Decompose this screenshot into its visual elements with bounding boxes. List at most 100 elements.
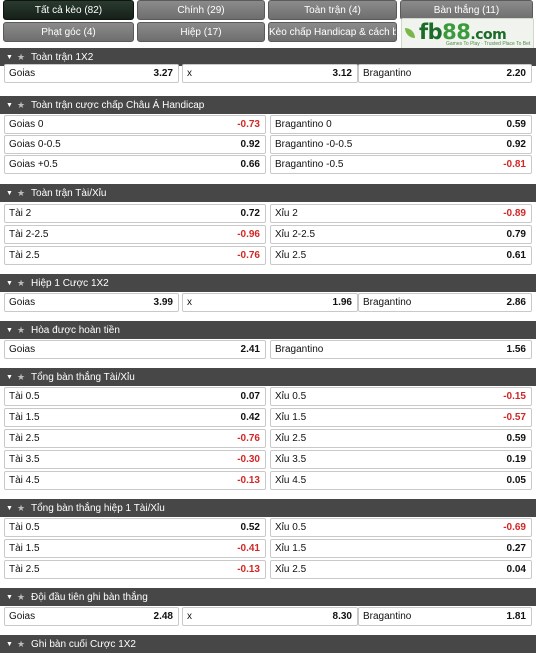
odds-value: 1.81 bbox=[506, 611, 526, 622]
odds-cell[interactable]: Bragantino 1.81 bbox=[358, 607, 532, 626]
odds-cell[interactable]: Xỉu 2-2.5 0.79 bbox=[270, 225, 532, 244]
odds-cell[interactable]: Tài 4.5 -0.13 bbox=[4, 471, 266, 490]
selection-label: Goias bbox=[9, 344, 36, 355]
star-icon[interactable]: ★ bbox=[16, 592, 26, 602]
market-header[interactable]: ▼ ★ Hòa được hoàn tiền bbox=[0, 321, 536, 339]
odds-value: 3.99 bbox=[153, 297, 173, 308]
chevron-down-icon[interactable]: ▼ bbox=[6, 505, 13, 512]
odds-cell[interactable]: Xỉu 2 -0.89 bbox=[270, 204, 532, 223]
chevron-down-icon[interactable]: ▼ bbox=[6, 374, 13, 381]
chevron-down-icon[interactable]: ▼ bbox=[6, 641, 13, 648]
odds-cell[interactable]: Tài 0.5 0.52 bbox=[4, 518, 266, 537]
odds-cell[interactable]: Xỉu 2.5 0.04 bbox=[270, 560, 532, 579]
odds-cell[interactable]: Goias 2.48 bbox=[4, 607, 179, 626]
odds-value: -0.96 bbox=[237, 229, 260, 240]
odds-row: Goias +0.5 0.66 Bragantino -0.5 -0.81 bbox=[4, 155, 532, 174]
market-header[interactable]: ▼ ★ Toàn trận cược chấp Châu Á Handicap bbox=[0, 96, 536, 114]
tab-main[interactable]: Chính (29) bbox=[137, 0, 265, 20]
market-header[interactable]: ▼ ★ Đội đầu tiên ghi bàn thắng bbox=[0, 588, 536, 606]
odds-value: 0.61 bbox=[506, 250, 526, 261]
odds-cell[interactable]: Bragantino -0.5 -0.81 bbox=[270, 155, 532, 174]
odds-row: Tài 3.5 -0.30 Xỉu 3.5 0.19 bbox=[4, 450, 532, 469]
odds-cell[interactable]: Tài 2-2.5 -0.96 bbox=[4, 225, 266, 244]
tab-full-match[interactable]: Toàn trận (4) bbox=[268, 0, 397, 20]
odds-value: -0.81 bbox=[503, 159, 526, 170]
odds-cell[interactable]: x 8.30 bbox=[182, 607, 358, 626]
chevron-down-icon[interactable]: ▼ bbox=[6, 280, 13, 287]
star-icon[interactable]: ★ bbox=[16, 188, 26, 198]
star-icon[interactable]: ★ bbox=[16, 100, 26, 110]
market-header[interactable]: ▼ ★ Hiệp 1 Cược 1X2 bbox=[0, 274, 536, 292]
odds-cell[interactable]: Xỉu 1.5 -0.57 bbox=[270, 408, 532, 427]
odds-cell[interactable]: x 1.96 bbox=[182, 293, 358, 312]
odds-cell[interactable]: Goias 3.99 bbox=[4, 293, 179, 312]
odds-cell[interactable]: Bragantino -0-0.5 0.92 bbox=[270, 135, 532, 154]
selection-label: Goias bbox=[9, 611, 36, 622]
fb88-logo[interactable]: fb88.com Games To Play · Trusted Place T… bbox=[401, 18, 534, 50]
market-header[interactable]: ▼ ★ Tổng bàn thắng Tài/Xỉu bbox=[0, 368, 536, 386]
odds-cell[interactable]: Xỉu 4.5 0.05 bbox=[270, 471, 532, 490]
star-icon[interactable]: ★ bbox=[16, 325, 26, 335]
selection-label: Tài 3.5 bbox=[9, 454, 40, 465]
chevron-down-icon[interactable]: ▼ bbox=[6, 327, 13, 334]
odds-cell[interactable]: Xỉu 0.5 -0.15 bbox=[270, 387, 532, 406]
odds-cell[interactable]: Tài 0.5 0.07 bbox=[4, 387, 266, 406]
odds-cell[interactable]: Goias 3.27 bbox=[4, 64, 179, 83]
market-header[interactable]: ▼ ★ Tổng bàn thắng hiệp 1 Tài/Xỉu bbox=[0, 499, 536, 517]
tab-goals[interactable]: Bàn thắng (11) bbox=[400, 0, 533, 20]
market-header[interactable]: ▼ ★ Toàn trận Tài/Xỉu bbox=[0, 184, 536, 202]
selection-label: Tài 1.5 bbox=[9, 412, 40, 423]
odds-cell[interactable]: Tài 1.5 0.42 bbox=[4, 408, 266, 427]
odds-cell[interactable]: Xỉu 3.5 0.19 bbox=[270, 450, 532, 469]
odds-value: 0.42 bbox=[240, 412, 260, 423]
odds-cell[interactable]: Goias 2.41 bbox=[4, 340, 266, 359]
selection-label: Bragantino bbox=[363, 611, 412, 622]
odds-cell[interactable]: Tài 2 0.72 bbox=[4, 204, 266, 223]
odds-cell[interactable]: Tài 1.5 -0.41 bbox=[4, 539, 266, 558]
star-icon[interactable]: ★ bbox=[16, 503, 26, 513]
odds-cell[interactable]: Tài 2.5 -0.76 bbox=[4, 246, 266, 265]
star-icon[interactable]: ★ bbox=[16, 372, 26, 382]
odds-cell[interactable]: Xỉu 2.5 0.59 bbox=[270, 429, 532, 448]
odds-cell[interactable]: Tài 2.5 -0.76 bbox=[4, 429, 266, 448]
odds-cell[interactable]: Bragantino 2.86 bbox=[358, 293, 532, 312]
odds-row: Tài 0.5 0.07 Xỉu 0.5 -0.15 bbox=[4, 387, 532, 406]
chevron-down-icon[interactable]: ▼ bbox=[6, 594, 13, 601]
market-title: Đội đầu tiên ghi bàn thắng bbox=[31, 592, 148, 603]
odds-cell[interactable]: Goias +0.5 0.66 bbox=[4, 155, 266, 174]
star-icon[interactable]: ★ bbox=[16, 639, 26, 649]
odds-row: Goias 0-0.5 0.92 Bragantino -0-0.5 0.92 bbox=[4, 135, 532, 154]
odds-row: Tài 2.5 -0.76 Xỉu 2.5 0.61 bbox=[4, 246, 532, 265]
tab-all-markets[interactable]: Tất cả kèo (82) bbox=[3, 0, 134, 20]
odds-value: 1.56 bbox=[506, 344, 526, 355]
chevron-down-icon[interactable]: ▼ bbox=[6, 102, 13, 109]
odds-cell[interactable]: Goias 0 -0.73 bbox=[4, 115, 266, 134]
odds-cell[interactable]: Goias 0-0.5 0.92 bbox=[4, 135, 266, 154]
market-header[interactable]: ▼ ★ Toàn trận 1X2 bbox=[0, 48, 536, 66]
selection-label: Bragantino bbox=[363, 297, 412, 308]
market-header[interactable]: ▼ ★ Ghi bàn cuối Cược 1X2 bbox=[0, 635, 536, 653]
odds-value: 2.20 bbox=[506, 68, 526, 79]
odds-cell[interactable]: Xỉu 1.5 0.27 bbox=[270, 539, 532, 558]
chevron-down-icon[interactable]: ▼ bbox=[6, 54, 13, 61]
odds-value: -0.89 bbox=[503, 208, 526, 219]
star-icon[interactable]: ★ bbox=[16, 52, 26, 62]
star-icon[interactable]: ★ bbox=[16, 278, 26, 288]
odds-value: -0.41 bbox=[237, 543, 260, 554]
chevron-down-icon[interactable]: ▼ bbox=[6, 190, 13, 197]
odds-cell[interactable]: Xỉu 2.5 0.61 bbox=[270, 246, 532, 265]
odds-value: -0.30 bbox=[237, 454, 260, 465]
tab-halves[interactable]: Hiệp (17) bbox=[137, 22, 265, 42]
odds-cell[interactable]: Bragantino 2.20 bbox=[358, 64, 532, 83]
odds-value: 0.72 bbox=[240, 208, 260, 219]
tab-handicap[interactable]: Kèo chấp Handicap & cách biệt (3) bbox=[268, 22, 397, 42]
odds-cell[interactable]: Xỉu 0.5 -0.69 bbox=[270, 518, 532, 537]
odds-value: 1.96 bbox=[332, 297, 352, 308]
odds-cell[interactable]: Tài 2.5 -0.13 bbox=[4, 560, 266, 579]
odds-cell[interactable]: Tài 3.5 -0.30 bbox=[4, 450, 266, 469]
odds-cell[interactable]: Bragantino 1.56 bbox=[270, 340, 532, 359]
odds-cell[interactable]: x 3.12 bbox=[182, 64, 358, 83]
odds-value: -0.15 bbox=[503, 391, 526, 402]
tab-corners[interactable]: Phạt góc (4) bbox=[3, 22, 134, 42]
odds-cell[interactable]: Bragantino 0 0.59 bbox=[270, 115, 532, 134]
